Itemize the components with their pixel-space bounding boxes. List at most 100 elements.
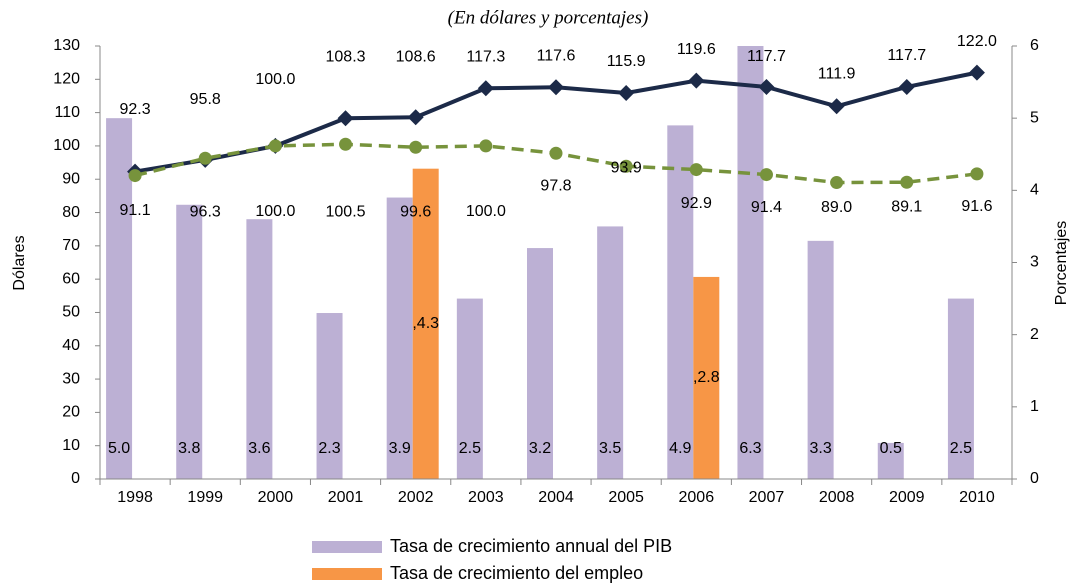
bar <box>527 248 553 479</box>
bar-value-label: ,2.8 <box>693 369 720 386</box>
y2-tick-label: 2 <box>1030 326 1039 343</box>
line-value-label: 89.0 <box>821 199 852 216</box>
x-tick-label: 2008 <box>819 489 855 506</box>
y-tick-label: 0 <box>71 470 80 487</box>
line-value-label: 100.0 <box>255 203 295 220</box>
bar <box>176 204 203 479</box>
y2-tick-label: 4 <box>1030 182 1039 199</box>
y2-axis-label: Porcentajes <box>1053 221 1070 306</box>
marker <box>268 139 282 153</box>
bar <box>597 226 624 479</box>
chart-subtitle: (En dólares y porcentajes) <box>448 7 649 28</box>
y-tick-label: 30 <box>62 370 80 387</box>
bar <box>737 46 764 479</box>
line-value-label: 92.9 <box>681 195 712 212</box>
marker <box>407 109 424 126</box>
y2-tick-label: 6 <box>1030 37 1039 54</box>
line-value-label: 95.8 <box>190 91 221 108</box>
line-value-label: 93.9 <box>611 159 642 176</box>
marker <box>619 159 633 173</box>
marker <box>409 140 423 154</box>
bar <box>386 197 413 479</box>
bar <box>412 168 439 479</box>
line-value-label: 91.6 <box>961 198 992 215</box>
line-value-label: 108.3 <box>326 48 366 65</box>
x-tick-label: 2006 <box>679 489 715 506</box>
bar-value-label: 2.3 <box>318 440 340 457</box>
y-tick-label: 120 <box>53 71 80 88</box>
bar-value-label: 5.0 <box>108 440 130 457</box>
legend-swatch <box>312 568 382 580</box>
marker <box>968 64 985 81</box>
y-tick-label: 90 <box>62 170 80 187</box>
marker <box>618 84 635 101</box>
bar-value-label: 0.5 <box>880 440 902 457</box>
marker <box>898 78 915 95</box>
bar-value-label: 6.3 <box>739 440 761 457</box>
line-value-label: 100.0 <box>466 203 506 220</box>
line-value-label: 115.9 <box>607 53 646 70</box>
bar-value-label: 3.9 <box>389 440 411 457</box>
marker <box>759 168 773 182</box>
legend-swatch <box>312 541 382 553</box>
x-tick-label: 2005 <box>608 489 644 506</box>
marker <box>477 80 494 97</box>
bar-value-label: 2.5 <box>459 440 481 457</box>
y-tick-label: 10 <box>62 437 80 454</box>
x-tick-label: 2002 <box>398 489 434 506</box>
bar <box>246 219 273 479</box>
x-tick-label: 1999 <box>187 489 223 506</box>
line-value-label: 108.6 <box>396 48 436 65</box>
line-value-label: 97.8 <box>540 177 571 194</box>
marker <box>479 139 493 153</box>
line-value-label: 99.6 <box>400 203 431 220</box>
bar-value-label: ,4.3 <box>412 315 439 332</box>
y-axis-label: Dólares <box>11 235 28 290</box>
y2-tick-label: 1 <box>1030 398 1039 415</box>
legend-label: Tasa de crecimiento del empleo <box>390 563 643 583</box>
x-tick-label: 2007 <box>749 489 785 506</box>
line-value-label: 119.6 <box>677 41 716 58</box>
line-value-label: 91.4 <box>751 199 782 216</box>
bar <box>807 240 834 479</box>
line-value-label: 100.0 <box>255 71 295 88</box>
bar <box>877 442 904 479</box>
y-tick-label: 130 <box>53 37 80 54</box>
x-tick-label: 2010 <box>959 489 995 506</box>
x-tick-label: 2003 <box>468 489 504 506</box>
bar <box>667 125 694 479</box>
marker <box>970 167 984 181</box>
marker <box>198 151 212 165</box>
marker <box>688 72 705 89</box>
bar <box>106 118 133 479</box>
bar <box>316 313 343 479</box>
legend-label: Tasa de crecimiento annual del PIB <box>390 536 672 556</box>
y-tick-label: 100 <box>53 137 80 154</box>
bar-value-label: 3.3 <box>809 440 831 457</box>
plot-area <box>106 46 974 479</box>
y-tick-label: 50 <box>62 304 80 321</box>
line-value-label: 117.6 <box>537 48 576 65</box>
marker <box>548 79 564 96</box>
y2-tick-label: 5 <box>1030 109 1039 126</box>
y-tick-label: 20 <box>62 404 80 421</box>
x-tick-label: 2009 <box>889 489 925 506</box>
x-tick-label: 2004 <box>538 489 574 506</box>
marker <box>339 137 353 151</box>
bar-value-label: 3.5 <box>599 440 621 457</box>
bar-value-label: 3.6 <box>248 440 270 457</box>
line-value-label: 91.1 <box>120 202 151 219</box>
y2-tick-label: 3 <box>1030 254 1039 271</box>
marker <box>758 78 775 95</box>
line-value-label: 117.7 <box>747 48 786 65</box>
y-tick-label: 80 <box>62 204 80 221</box>
marker <box>900 175 914 189</box>
line-value-label: 117.3 <box>466 49 505 66</box>
bar-value-label: 4.9 <box>669 440 691 457</box>
line-value-label: 89.1 <box>891 198 922 215</box>
marker <box>689 163 703 177</box>
marker <box>830 176 844 190</box>
marker <box>549 146 563 160</box>
marker <box>337 110 354 127</box>
line-value-label: 96.3 <box>190 203 221 220</box>
